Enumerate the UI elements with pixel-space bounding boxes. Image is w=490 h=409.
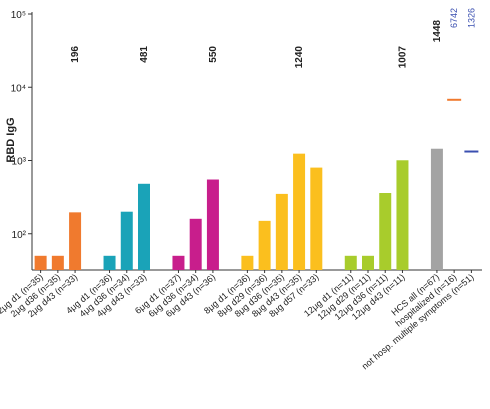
bar	[362, 255, 374, 270]
value-label: 481	[139, 46, 150, 63]
y-tick-label: 10²	[12, 230, 27, 241]
value-label: 1326	[466, 8, 476, 28]
value-label: 6742	[449, 8, 459, 28]
bar	[189, 218, 202, 270]
value-label: 550	[208, 46, 219, 63]
bar	[396, 160, 409, 270]
bar	[103, 255, 116, 270]
value-label: 1448	[432, 20, 443, 43]
bar	[344, 255, 357, 270]
y-tick-label: 10⁴	[11, 83, 26, 94]
bar	[258, 220, 271, 270]
bar	[172, 255, 185, 270]
bar	[293, 153, 306, 270]
bar	[120, 211, 133, 270]
bar	[206, 179, 219, 270]
bar	[51, 255, 64, 270]
bar	[241, 255, 254, 270]
bar	[69, 212, 82, 270]
bar	[310, 167, 323, 270]
bar	[430, 148, 443, 270]
bar	[379, 193, 392, 270]
bar	[275, 193, 288, 270]
y-tick-label: 10⁵	[11, 10, 26, 21]
value-label: 1007	[397, 46, 408, 69]
bar	[34, 255, 47, 270]
y-tick-label: 10³	[12, 157, 27, 168]
value-label: 196	[70, 46, 81, 63]
y-axis-label: RBD IgG	[5, 117, 17, 162]
bar	[138, 183, 150, 270]
value-label: 1240	[294, 46, 305, 69]
